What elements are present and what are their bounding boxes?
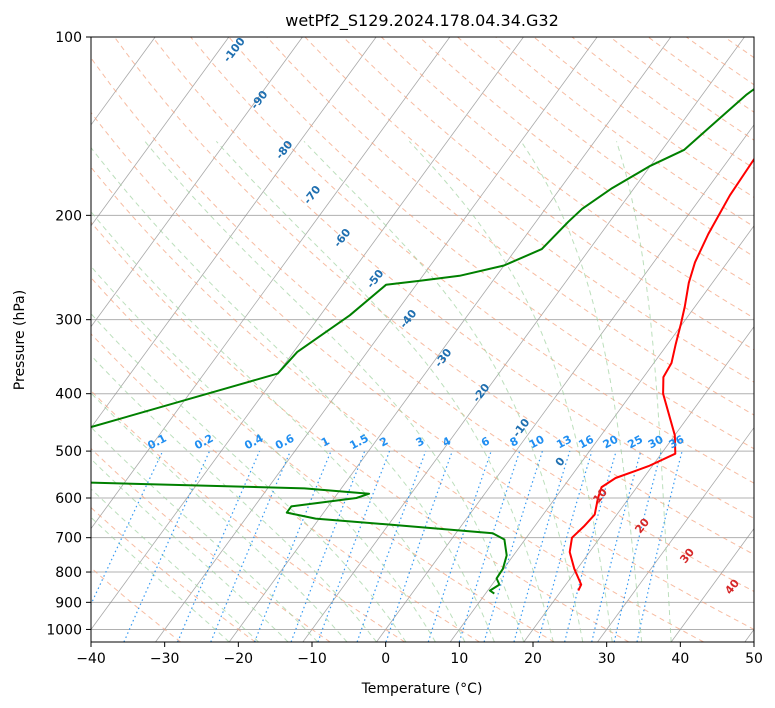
y-tick-label: 300 [55, 313, 82, 329]
mixing-ratio-line [458, 450, 521, 642]
moist-adiabat-line [91, 488, 259, 642]
y-tick-label: 800 [55, 565, 82, 581]
isotherm-line [91, 37, 230, 227]
x-tick-label: 0 [381, 651, 390, 667]
x-tick-label: 30 [598, 651, 616, 667]
mixing-ratio-line [483, 450, 543, 642]
x-tick-label: −10 [297, 651, 327, 667]
y-tick-label: 100 [55, 30, 82, 46]
dry-adiabat-line [190, 37, 754, 484]
moist-adiabat-line [91, 354, 377, 642]
mixing-ratio-line [537, 450, 593, 642]
chart-title: wetPf2_S129.2024.178.04.34.G32 [285, 11, 559, 31]
isotherm-line [228, 37, 672, 642]
dry-adiabat-line [91, 221, 630, 642]
y-tick-label: 1000 [46, 622, 82, 638]
dry-adiabat-line [91, 57, 754, 593]
mixing-ratio-label: 10 [527, 433, 547, 452]
isotherm-line [91, 37, 451, 530]
moist-adiabat-line [91, 458, 289, 642]
x-axis-label: Temperature (°C) [361, 681, 483, 697]
plot-frame [90, 36, 755, 643]
moist-adiabat-line [91, 211, 466, 642]
y-tick-label: 200 [55, 208, 82, 224]
x-tick-label: −20 [224, 651, 254, 667]
moist-adiabat-line [144, 140, 525, 642]
dry-adiabat-line [91, 567, 182, 642]
isotherm-line [597, 426, 754, 642]
dry-adiabat-line [113, 37, 754, 556]
y-tick-label: 500 [55, 444, 82, 460]
dry-adiabat-line [380, 37, 754, 319]
x-tick-label: −30 [150, 651, 180, 667]
mixing-ratio-line [254, 450, 332, 642]
mixing-ratio-label: 20 [601, 433, 621, 452]
x-tick-label: −40 [76, 651, 106, 667]
y-axis: 100 200 300 400 500 600 700 800 900 1000 [46, 30, 91, 638]
mixing-ratio-label: 13 [554, 433, 574, 452]
y-tick-label: 700 [55, 531, 82, 547]
moist-adiabat-line [91, 426, 318, 642]
mixing-ratio-label: 36 [667, 433, 687, 452]
dry-adiabat-line [91, 111, 754, 630]
isotherm-line [376, 124, 754, 642]
mixing-ratio-label: 16 [576, 433, 596, 452]
isotherm-line [91, 37, 377, 429]
isotherm-line [91, 37, 303, 328]
x-tick-label: 10 [450, 651, 468, 667]
isotherm-line [670, 527, 754, 642]
moist-adiabat-line [91, 265, 436, 642]
temperature-line [568, 157, 754, 592]
moist-adiabat-line [91, 313, 407, 642]
mixing-ratio-line [513, 450, 571, 642]
mixing-ratio-label: 25 [625, 433, 645, 452]
y-axis-label: Pressure (hPa) [12, 290, 28, 390]
x-tick-label: 50 [745, 651, 763, 667]
mixing-ratio-line [91, 450, 164, 606]
dry-adiabat-line [91, 166, 704, 642]
dry-adiabat-line [91, 277, 555, 642]
y-tick-label: 400 [55, 387, 82, 403]
background-lines [91, 37, 754, 642]
mixing-ratio-label: 30 [646, 433, 666, 452]
dry-adiabat-line [228, 37, 754, 450]
isotherm-line [155, 37, 598, 642]
isotherm-line [449, 225, 754, 642]
mixing-ratio-line [427, 450, 492, 642]
moist-adiabat-line [616, 141, 672, 642]
dewpoint-line [91, 87, 754, 595]
moist-adiabat-line [520, 141, 643, 642]
x-axis: −40 −30 −20 −10 0 10 20 30 40 50 [76, 642, 763, 667]
isotherm-line [523, 326, 754, 642]
dry-adiabat-line [304, 37, 754, 383]
sounding-lines [91, 87, 754, 595]
mixing-ratio-line [290, 450, 366, 642]
moist-adiabat-line [91, 146, 495, 642]
moist-adiabat-line [408, 140, 613, 642]
y-tick-label: 900 [55, 595, 82, 611]
x-tick-label: 40 [671, 651, 689, 667]
y-tick-label: 600 [55, 491, 82, 507]
isotherm-line [91, 37, 524, 631]
x-tick-label: 20 [524, 651, 542, 667]
